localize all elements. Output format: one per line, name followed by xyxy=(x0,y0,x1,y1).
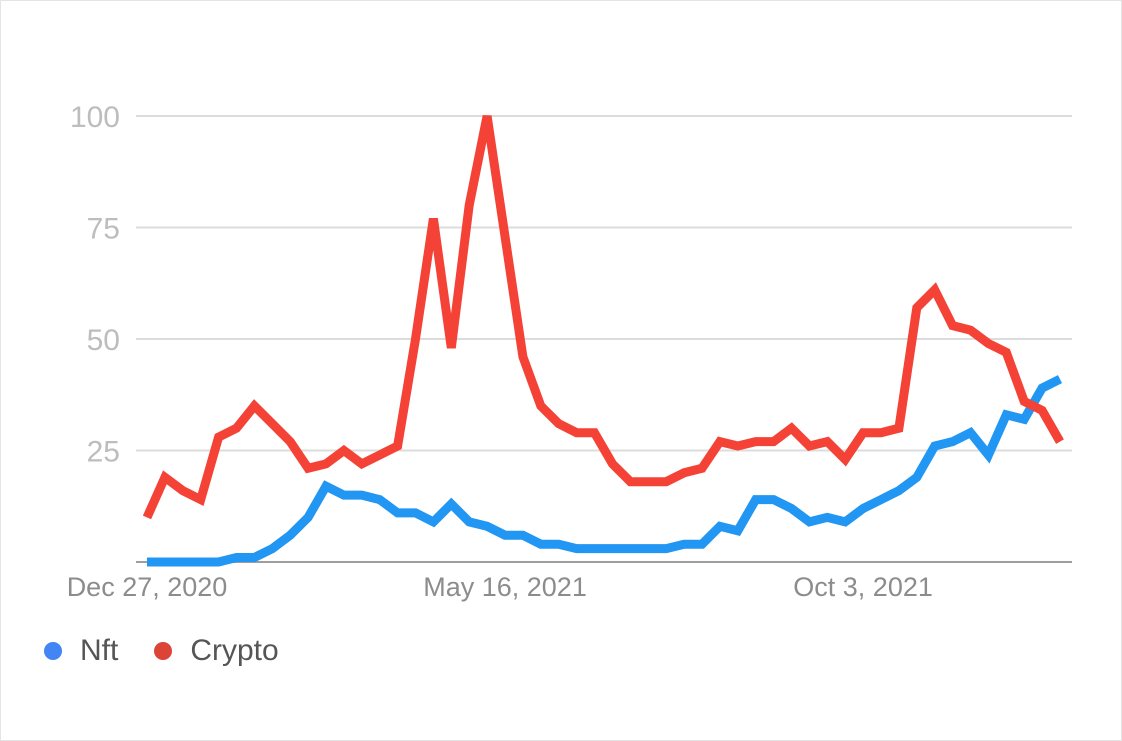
x-tick-label: May 16, 2021 xyxy=(423,572,587,602)
legend-dot-icon xyxy=(154,642,173,660)
y-tick-label-100: 100 xyxy=(70,101,120,134)
series-line-crypto xyxy=(142,115,1064,520)
series-lines xyxy=(142,115,1064,567)
legend: Nft Crypto xyxy=(44,634,315,668)
series-line-nft xyxy=(147,375,1063,567)
x-axis-ticks: Dec 27, 2020 May 16, 2021 Oct 3, 2021 xyxy=(67,572,933,602)
y-axis-ticks: 25 50 75 100 xyxy=(70,101,120,469)
legend-label-crypto: Crypto xyxy=(190,634,279,667)
x-tick-label: Dec 27, 2020 xyxy=(67,572,228,602)
x-tick-label: Oct 3, 2021 xyxy=(793,572,933,602)
legend-label-nft: Nft xyxy=(80,634,119,667)
grid-lines xyxy=(136,115,1072,563)
y-tick-label-50: 50 xyxy=(87,324,120,357)
y-tick-label-25: 25 xyxy=(87,436,120,469)
legend-dot-icon xyxy=(44,642,62,660)
legend-item-crypto[interactable]: Crypto xyxy=(154,634,279,668)
legend-item-nft[interactable]: Nft xyxy=(44,634,118,668)
y-tick-label-75: 75 xyxy=(87,213,120,246)
